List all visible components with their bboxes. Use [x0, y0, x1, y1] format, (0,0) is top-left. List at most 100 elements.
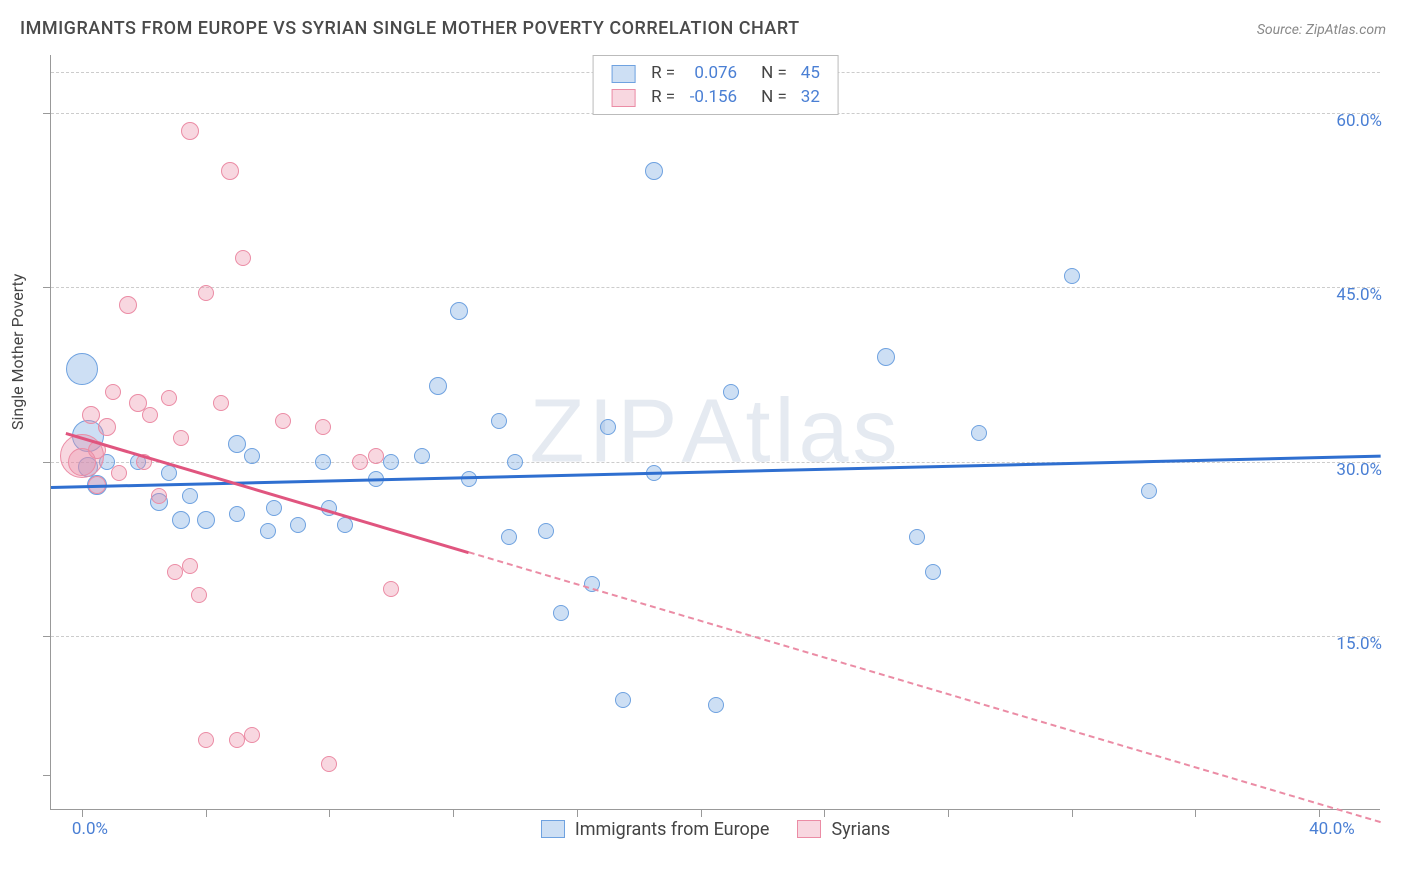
legend-r-label: R = — [645, 62, 681, 84]
data-point-syrians — [151, 488, 167, 504]
data-point-syrians — [221, 162, 239, 180]
data-point-europe — [229, 506, 245, 522]
gridline — [51, 636, 1380, 637]
data-point-syrians — [321, 756, 337, 772]
data-point-syrians — [229, 732, 245, 748]
x-tick — [206, 809, 207, 817]
data-point-europe — [615, 692, 631, 708]
data-point-syrians — [213, 395, 229, 411]
data-point-syrians — [82, 406, 100, 424]
data-point-syrians — [111, 465, 127, 481]
data-point-europe — [507, 454, 523, 470]
data-point-syrians — [98, 418, 116, 436]
y-tick-label: 45.0% — [1302, 285, 1382, 305]
data-point-syrians — [198, 285, 214, 301]
data-point-syrians — [182, 558, 198, 574]
data-point-europe — [909, 529, 925, 545]
y-tick-label: 15.0% — [1302, 634, 1382, 654]
data-point-europe — [429, 377, 447, 395]
x-tick — [1319, 809, 1320, 817]
y-tick-label: 60.0% — [1302, 111, 1382, 131]
data-point-syrians — [198, 732, 214, 748]
data-point-europe — [290, 517, 306, 533]
y-tick — [43, 636, 51, 637]
data-point-europe — [337, 517, 353, 533]
x-tick — [948, 809, 949, 817]
data-point-syrians — [368, 448, 384, 464]
y-tick — [43, 775, 51, 776]
data-point-europe — [538, 523, 554, 539]
data-point-europe — [197, 511, 215, 529]
x-tick — [82, 809, 83, 817]
data-point-europe — [414, 448, 430, 464]
data-point-syrians — [315, 419, 331, 435]
data-point-europe — [491, 413, 507, 429]
legend-swatch-europe — [541, 820, 565, 838]
data-point-europe — [266, 500, 282, 516]
legend-n-label: N = — [745, 86, 793, 108]
legend-r-value-syrians: -0.156 — [683, 86, 743, 108]
data-point-europe — [315, 454, 331, 470]
legend-n-label: N = — [745, 62, 793, 84]
x-tick — [577, 809, 578, 817]
data-point-europe — [383, 454, 399, 470]
data-point-syrians — [383, 581, 399, 597]
data-point-europe — [66, 353, 98, 385]
data-point-syrians — [173, 430, 189, 446]
trendline-syrians — [66, 433, 1381, 822]
source-attribution: Source: ZipAtlas.com — [1257, 22, 1386, 38]
data-point-europe — [244, 448, 260, 464]
legend-item-europe: Immigrants from Europe — [541, 819, 770, 840]
chart-title: IMMIGRANTS FROM EUROPE VS SYRIAN SINGLE … — [20, 18, 800, 39]
y-tick — [43, 287, 51, 288]
data-point-europe — [925, 564, 941, 580]
legend-series: Immigrants from Europe Syrians — [51, 819, 1380, 844]
data-point-europe — [708, 697, 724, 713]
data-point-syrians — [119, 296, 137, 314]
x-tick — [329, 809, 330, 817]
data-point-europe — [260, 523, 276, 539]
legend-label-europe: Immigrants from Europe — [575, 819, 770, 840]
data-point-europe — [450, 302, 468, 320]
data-point-europe — [228, 435, 246, 453]
data-point-europe — [723, 384, 739, 400]
data-point-europe — [645, 162, 663, 180]
x-tick — [701, 809, 702, 817]
legend-n-value-syrians: 32 — [795, 86, 826, 108]
data-point-europe — [600, 419, 616, 435]
y-tick — [43, 113, 51, 114]
data-point-europe — [182, 488, 198, 504]
data-point-europe — [971, 425, 987, 441]
data-point-syrians — [167, 564, 183, 580]
data-point-europe — [553, 605, 569, 621]
x-tick — [1072, 809, 1073, 817]
data-point-europe — [461, 471, 477, 487]
data-point-syrians — [191, 587, 207, 603]
data-point-syrians — [181, 122, 199, 140]
legend-n-value-europe: 45 — [795, 62, 826, 84]
gridline — [51, 287, 1380, 288]
data-point-europe — [172, 511, 190, 529]
data-point-europe — [1064, 268, 1080, 284]
x-tick — [824, 809, 825, 817]
plot-area: ZIPAtlas 15.0%30.0%45.0%60.0%0.0%40.0%R … — [50, 55, 1380, 810]
data-point-europe — [877, 348, 895, 366]
data-point-syrians — [161, 390, 177, 406]
data-point-syrians — [352, 454, 368, 470]
x-tick — [453, 809, 454, 817]
legend-r-label: R = — [645, 86, 681, 108]
legend-swatch-syrians — [611, 89, 635, 107]
data-point-europe — [1141, 483, 1157, 499]
data-point-europe — [501, 529, 517, 545]
y-tick-label: 30.0% — [1302, 460, 1382, 480]
legend-swatch-syrians — [797, 820, 821, 838]
y-tick — [43, 462, 51, 463]
legend-r-value-europe: 0.076 — [683, 62, 743, 84]
legend-swatch-europe — [611, 65, 635, 83]
data-point-syrians — [235, 250, 251, 266]
legend-label-syrians: Syrians — [831, 819, 890, 840]
legend-stats: R =0.076N =45 R =-0.156N =32 — [592, 55, 839, 115]
legend-item-syrians: Syrians — [797, 819, 890, 840]
data-point-syrians — [275, 413, 291, 429]
x-tick — [1195, 809, 1196, 817]
